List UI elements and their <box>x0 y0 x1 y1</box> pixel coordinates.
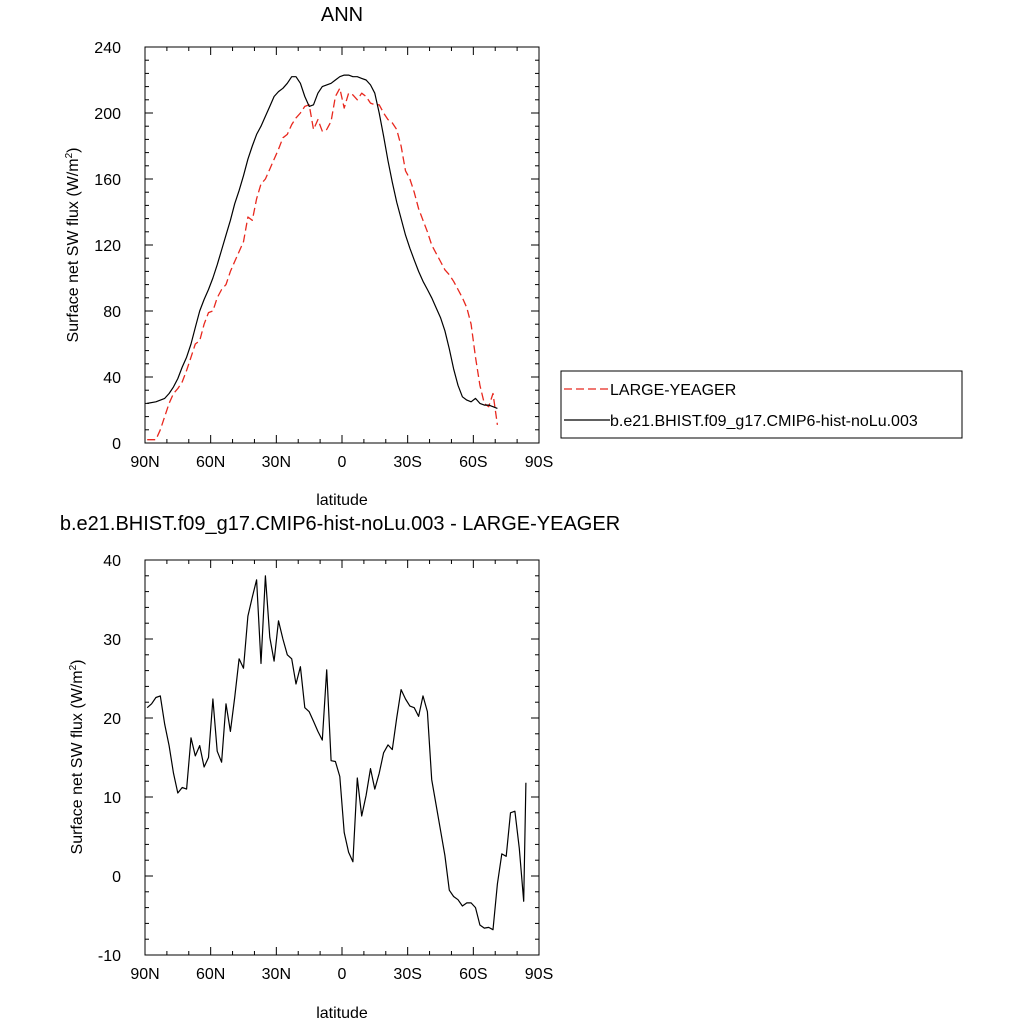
bottom-y-tick-label: 30 <box>103 632 121 649</box>
top-y-label-sup: 2 <box>64 152 75 158</box>
top-y-axis-label: Surface net SW flux (W/m2) <box>64 148 82 343</box>
bottom-y-label-main: Surface net SW flux (W/m <box>69 670 86 854</box>
bottom-y-tick-label: 40 <box>103 553 121 570</box>
top-x-tick-label: 30N <box>262 454 291 471</box>
top-x-axis-label: latitude <box>316 492 368 509</box>
bottom-plot-frame <box>144 559 540 956</box>
bottom-x-tick-label: 30S <box>393 966 421 983</box>
top-x-tick-label: 90N <box>130 454 159 471</box>
bottom-y-tick-label: -10 <box>98 948 121 965</box>
bottom-y-label-sup: 2 <box>68 664 79 670</box>
top-y-tick-label: 200 <box>94 106 121 123</box>
top-plot-lines <box>147 74 499 441</box>
bottom-y-tick-label: 10 <box>103 790 121 807</box>
bottom-x-tick-label: 0 <box>338 966 347 983</box>
bottom-y-axis-label: Surface net SW flux (W/m2) <box>68 660 86 855</box>
bottom-axis-ticks: 90N 60N 30N 0 30S 60S 90S -10 0 10 20 30 40 <box>98 553 553 983</box>
bottom-x-axis-label: latitude <box>316 1005 368 1022</box>
top-y-tick-label: 0 <box>112 436 121 453</box>
bottom-y-tick-label: 0 <box>112 869 121 886</box>
bottom-x-tick-label: 60N <box>196 966 225 983</box>
top-x-tick-label: 60N <box>196 454 225 471</box>
top-y-label-main: Surface net SW flux (W/m <box>65 158 82 342</box>
svg-text:Surface net SW flux (W/m2): Surface net SW flux (W/m2) <box>64 148 82 343</box>
legend: LARGE-YEAGER b.e21.BHIST.f09_g17.CMIP6-h… <box>560 370 963 439</box>
legend-box <box>560 370 963 439</box>
top-y-tick-label: 40 <box>103 370 121 387</box>
legend-label-large-yeager: LARGE-YEAGER <box>610 382 736 399</box>
svg-text:Surface net SW flux (W/m2): Surface net SW flux (W/m2) <box>68 660 86 855</box>
bottom-x-tick-label: 90N <box>130 966 159 983</box>
top-y-tick-label: 80 <box>103 304 121 321</box>
bottom-x-tick-label: 60S <box>459 966 487 983</box>
top-series-line-1 <box>147 74 498 409</box>
top-x-tick-label: 30S <box>393 454 421 471</box>
top-chart-title: ANN <box>321 4 363 26</box>
bottom-y-label-close: ) <box>69 660 86 665</box>
top-y-tick-label: 160 <box>94 172 121 189</box>
top-y-tick-label: 240 <box>94 40 121 57</box>
top-x-tick-label: 90S <box>525 454 553 471</box>
bottom-chart-title: b.e21.BHIST.f09_g17.CMIP6-hist-noLu.003 … <box>60 513 620 535</box>
top-x-tick-label: 60S <box>459 454 487 471</box>
top-axis-ticks: 90N 60N 30N 0 30S 60S 90S 0 40 80 120 160 200 240 <box>94 40 553 471</box>
bottom-x-tick-label: 90S <box>525 966 553 983</box>
bottom-series-line-0 <box>146 575 527 931</box>
top-panel: ANN Surface net SW flux (W/m2) latitude … <box>64 4 553 509</box>
bottom-plot-lines <box>146 575 527 931</box>
top-x-tick-label: 0 <box>338 454 347 471</box>
bottom-x-tick-label: 30N <box>262 966 291 983</box>
legend-label-hist-nolu: b.e21.BHIST.f09_g17.CMIP6-hist-noLu.003 <box>610 413 918 430</box>
top-y-label-close: ) <box>65 148 82 153</box>
bottom-y-tick-label: 20 <box>103 711 121 728</box>
top-series-line-0 <box>147 87 499 441</box>
top-y-tick-label: 120 <box>94 238 121 255</box>
bottom-panel: b.e21.BHIST.f09_g17.CMIP6-hist-noLu.003 … <box>60 513 620 1022</box>
